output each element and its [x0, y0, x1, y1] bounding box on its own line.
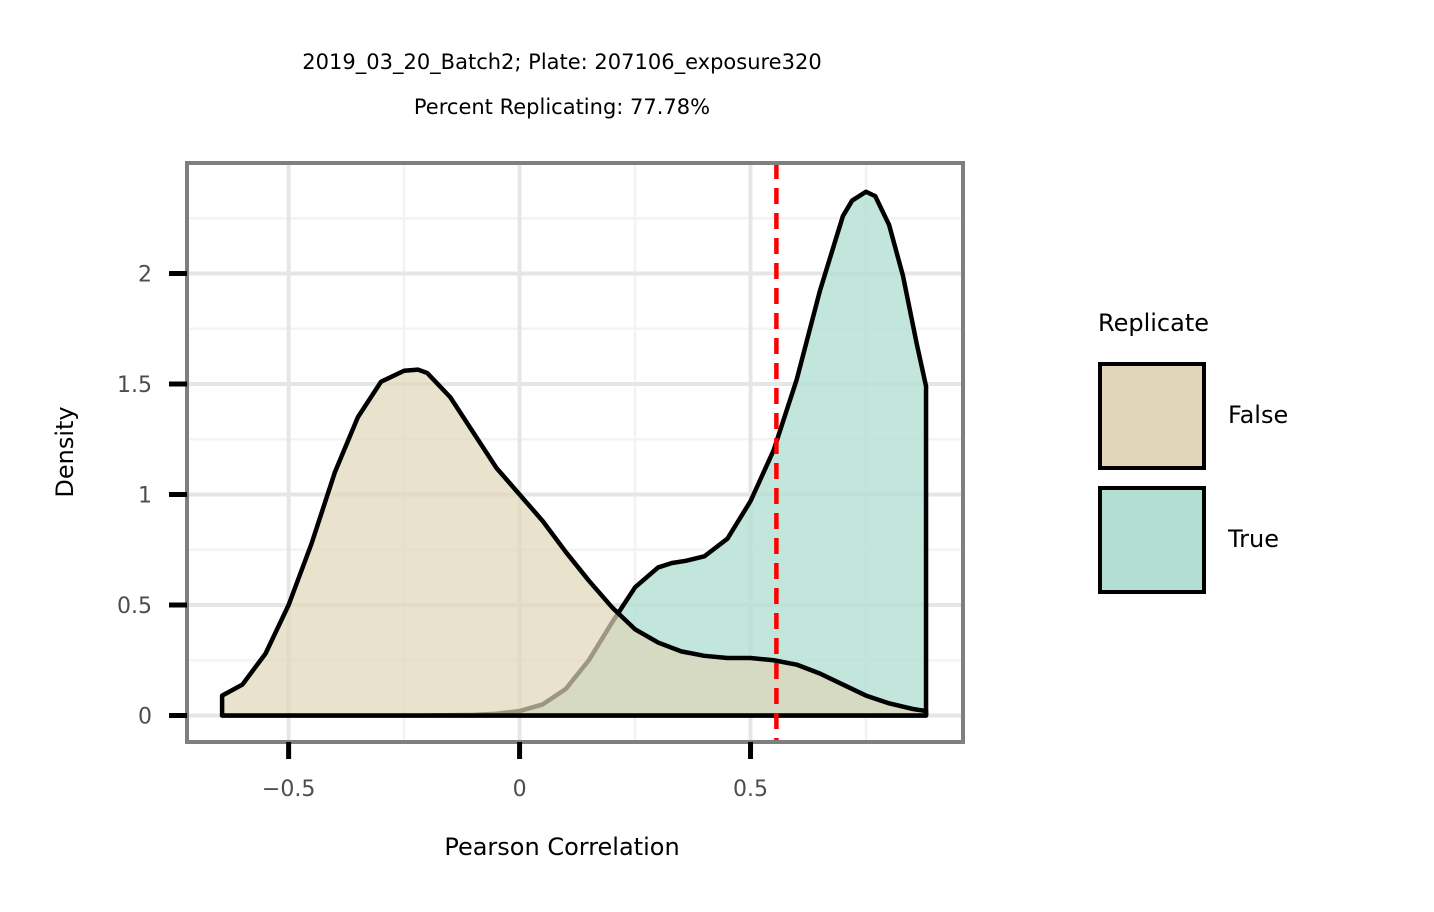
legend-title: Replicate — [1098, 309, 1209, 337]
legend: Replicate False True — [1098, 309, 1288, 594]
x-axis-ticks: −0.5 0 0.5 — [262, 742, 768, 802]
y-axis-label: Density — [51, 406, 79, 497]
y-tick-label: 0.5 — [117, 594, 152, 619]
y-tick-label: 1.5 — [117, 373, 152, 398]
x-tick-label: −0.5 — [262, 777, 315, 802]
x-tick-label: 0 — [513, 777, 527, 802]
legend-swatch-false — [1098, 362, 1206, 470]
chart-title: 2019_03_20_Batch2; Plate: 207106_exposur… — [302, 50, 821, 75]
legend-label-true: True — [1227, 525, 1279, 553]
legend-label-false: False — [1228, 401, 1288, 429]
y-axis-ticks: 0 0.5 1 1.5 2 — [117, 262, 187, 729]
x-axis-label: Pearson Correlation — [444, 833, 679, 861]
y-tick-label: 0 — [138, 704, 152, 729]
x-tick-label: 0.5 — [733, 777, 768, 802]
density-area-false — [219, 367, 929, 718]
y-tick-label: 2 — [138, 262, 152, 287]
density-areas — [219, 189, 929, 718]
chart-subtitle: Percent Replicating: 77.78% — [414, 95, 710, 119]
legend-swatch-true — [1098, 486, 1206, 594]
y-tick-label: 1 — [138, 483, 152, 508]
plot-panel-border — [185, 161, 965, 744]
